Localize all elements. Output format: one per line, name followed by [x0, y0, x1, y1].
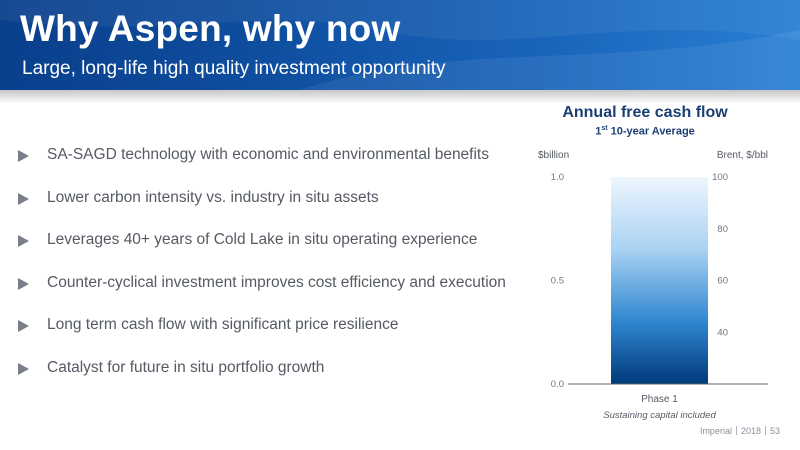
triangle-bullet-icon [18, 150, 29, 162]
bullet-text: Leverages 40+ years of Cold Lake in situ… [47, 231, 478, 248]
bullet-item: SA-SAGD technology with economic and env… [18, 146, 538, 189]
chart-footnote: Sustaining capital included [603, 410, 716, 421]
triangle-bullet-icon [18, 235, 29, 247]
triangle-bullet-icon [18, 362, 29, 375]
category-label-phase-1: Phase 1 [641, 394, 678, 405]
left-axis-tick: 0.5 [551, 276, 564, 287]
bullet-item: Leverages 40+ years of Cold Lake in situ… [18, 231, 538, 274]
chart-subtitle: 1st 10-year Average [545, 125, 745, 138]
right-axis-tick: 80 [717, 224, 728, 235]
page-title: Why Aspen, why now [20, 8, 401, 49]
right-axis-tick: 60 [717, 276, 728, 287]
bullet-text: Catalyst for future in situ portfolio gr… [47, 358, 325, 376]
bullet-text: Counter-cyclical investment improves cos… [47, 273, 506, 291]
chart-subtitle-number: 1 [595, 125, 602, 138]
footer-divider [735, 426, 737, 435]
header-shadow [0, 90, 800, 104]
triangle-bullet-icon [18, 277, 29, 290]
bullet-item: Counter-cyclical investment improves cos… [18, 274, 538, 317]
triangle-bullet-icon [18, 192, 29, 205]
footer-year: 2018 [740, 426, 761, 436]
right-axis-label: Brent, $/bbl [717, 150, 768, 161]
left-axis-tick: 0.0 [551, 379, 564, 390]
header-swoosh-decoration [0, 0, 800, 90]
bar-phase-1 [611, 177, 708, 384]
right-axis-tick: 100 [712, 172, 728, 183]
bullet-text: SA-SAGD technology with economic and env… [47, 146, 489, 163]
left-axis-tick: 1.0 [551, 172, 564, 183]
bullet-item: Long term cash flow with significant pri… [18, 316, 538, 359]
chart-subtitle-ordinal: st [601, 125, 608, 132]
bullet-item: Lower carbon intensity vs. industry in s… [18, 189, 538, 232]
right-axis-tick: 40 [717, 327, 728, 338]
footer-page-number: 53 [769, 426, 780, 436]
header-banner: Why Aspen, why now Large, long-life high… [0, 0, 800, 90]
footer-company: Imperial [699, 426, 732, 436]
bullet-item: Catalyst for future in situ portfolio gr… [18, 359, 538, 402]
bullet-text: Lower carbon intensity vs. industry in s… [47, 188, 379, 206]
bullet-text: Long term cash flow with significant pri… [47, 316, 399, 333]
footer-divider [764, 426, 766, 435]
chart-subtitle-text: 10-year Average [607, 125, 695, 138]
bullet-list: SA-SAGD technology with economic and env… [18, 146, 538, 401]
triangle-bullet-icon [18, 320, 29, 332]
page-subtitle: Large, long-life high quality investment… [22, 58, 446, 79]
footer: Imperial 2018 53 [700, 426, 780, 436]
chart-title: Annual free cash flow [562, 104, 728, 121]
left-axis-label: $billion [538, 150, 569, 161]
